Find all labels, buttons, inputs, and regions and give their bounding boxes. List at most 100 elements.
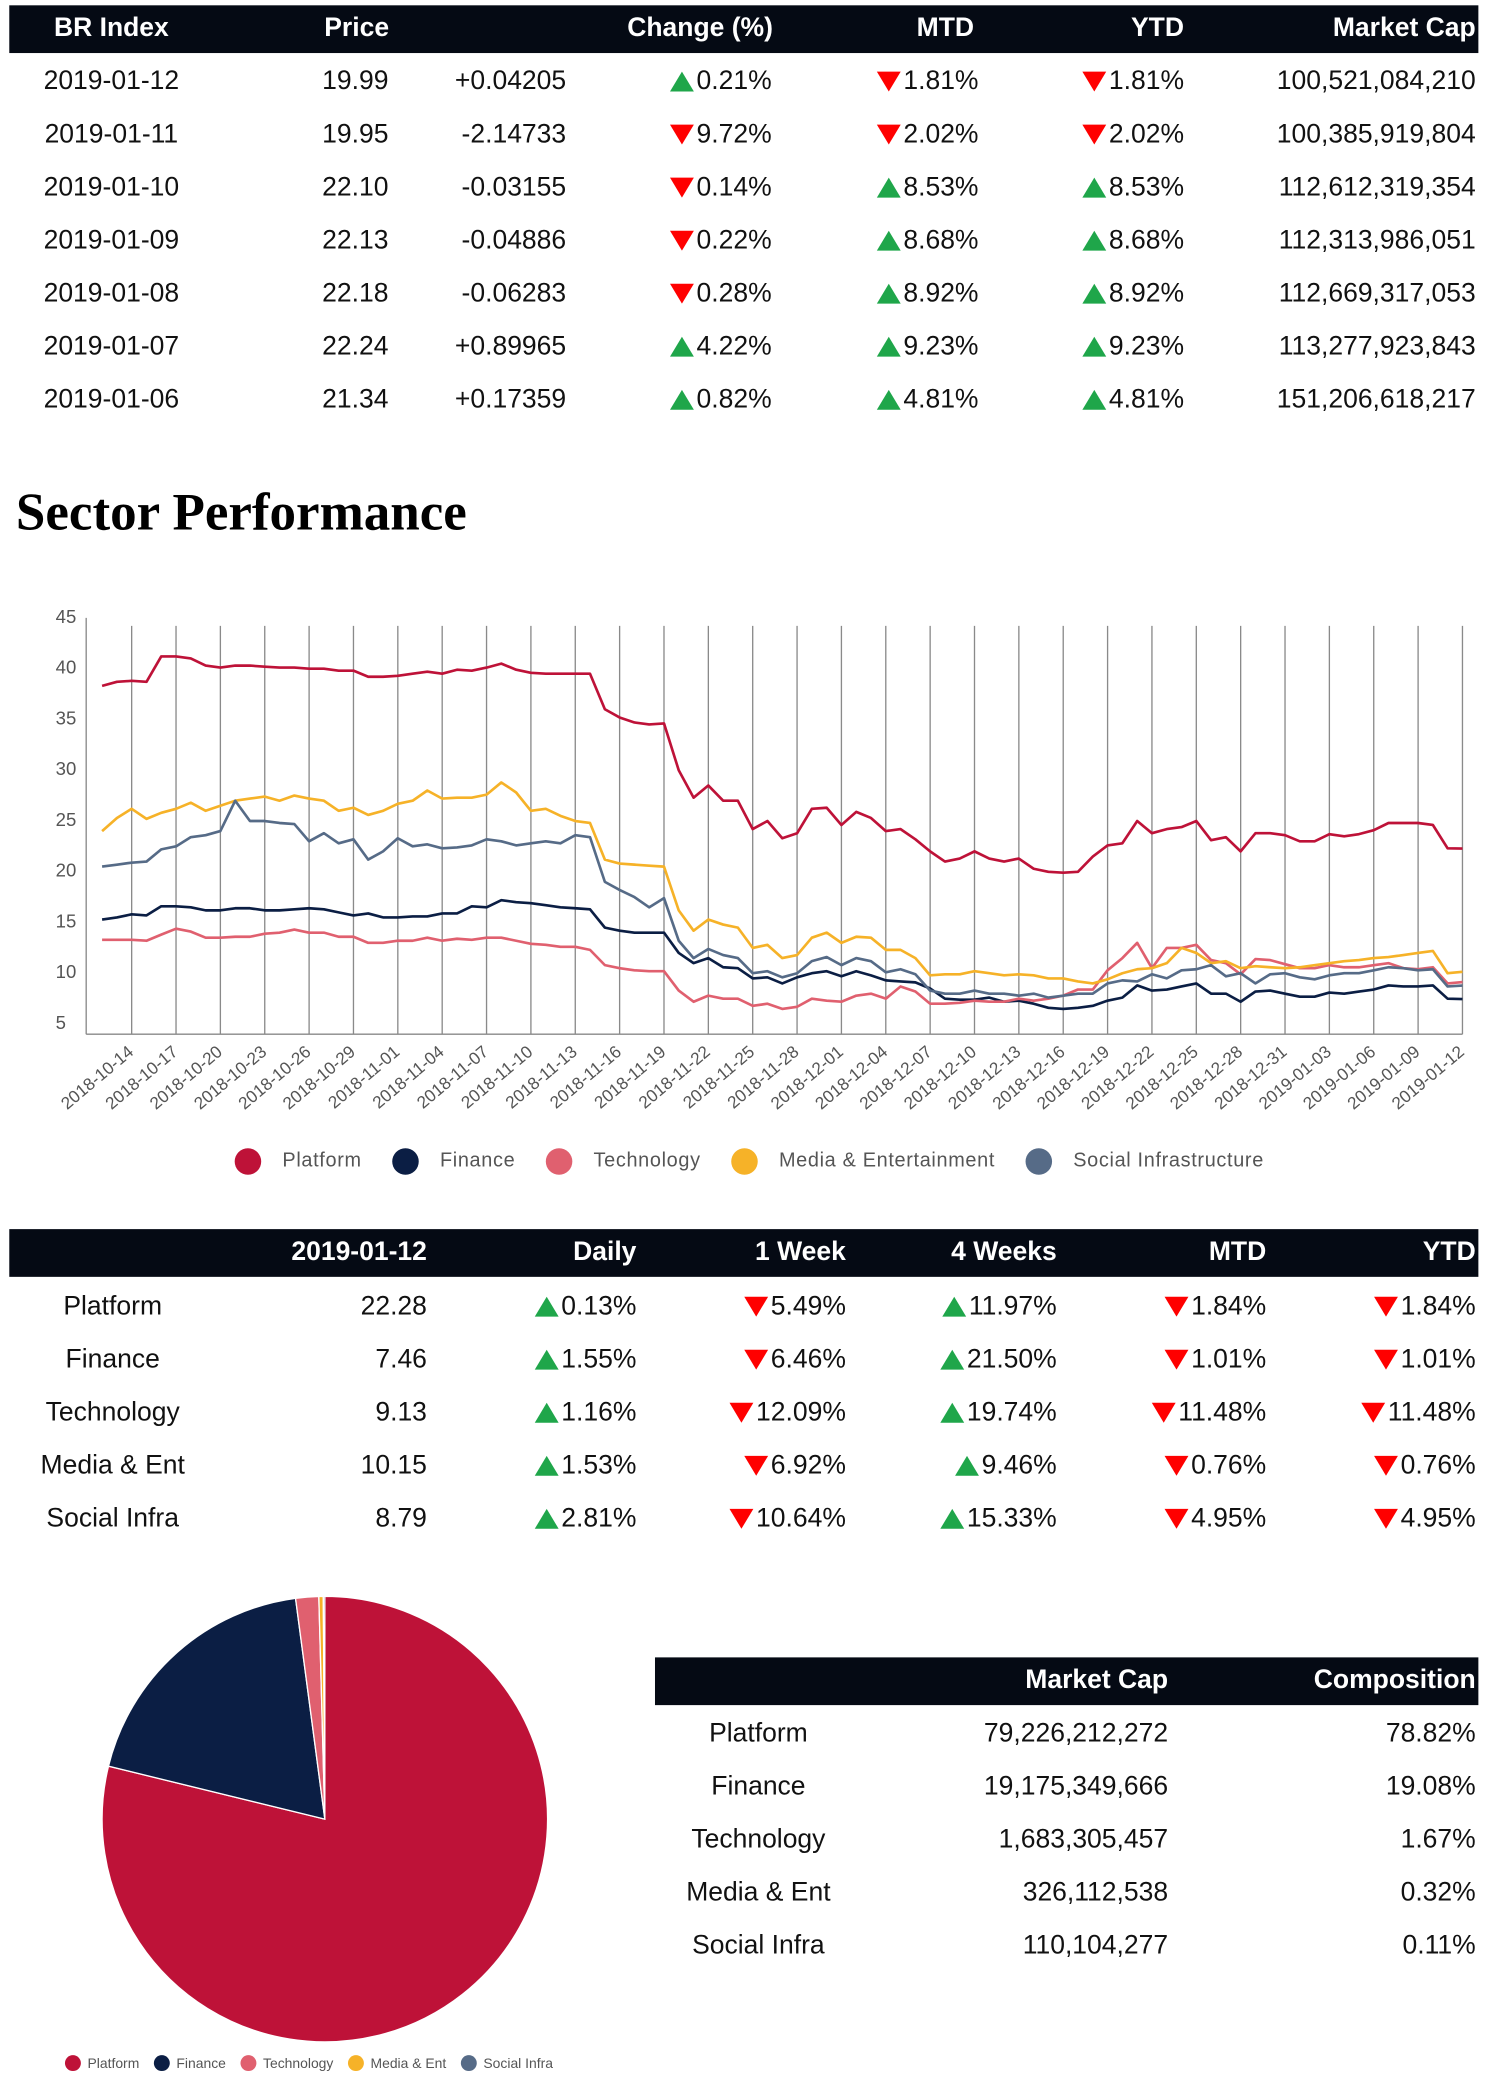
table-cell: 2019-01-11	[45, 118, 179, 148]
table-cell: Social Infra	[692, 1929, 825, 1959]
trend-cell: 4.95%	[1191, 1502, 1266, 1532]
trend-cell: 19.74%	[967, 1396, 1057, 1426]
trend-cell: 5.49%	[771, 1290, 846, 1320]
trend-cell: 8.53%	[903, 171, 978, 201]
legend-marker	[545, 1148, 573, 1175]
series-line	[102, 927, 1463, 1011]
trend-down-icon	[1151, 1402, 1176, 1423]
trend-cell: 1.81%	[1109, 65, 1184, 95]
trend-down-icon	[744, 1296, 769, 1317]
trend-down-icon	[729, 1508, 754, 1529]
trend-down-icon	[744, 1349, 769, 1370]
trend-down-icon	[1164, 1296, 1189, 1317]
trend-down-icon	[1374, 1455, 1398, 1476]
table-cell: 7.46	[375, 1343, 427, 1373]
trend-cell: 2.02%	[903, 118, 978, 148]
table-cell: Platform	[709, 1717, 808, 1747]
table-cell: Platform	[63, 1290, 162, 1320]
table-cell: 8.79	[375, 1502, 427, 1532]
trend-cell: 0.13%	[561, 1290, 636, 1320]
trend-cell: 4.95%	[1401, 1502, 1476, 1532]
table-cell: 112,313,986,051	[1279, 224, 1476, 254]
table-cell: Finance	[711, 1770, 805, 1800]
trend-cell: 9.46%	[982, 1449, 1057, 1479]
table-cell: 1.67%	[1401, 1823, 1476, 1853]
column-header: Daily	[573, 1236, 637, 1266]
table-cell: 19.95	[322, 118, 388, 148]
legend-label: Technology	[594, 1150, 701, 1172]
column-header: 2019-01-12	[291, 1236, 427, 1266]
trend-up-icon	[1082, 283, 1107, 304]
legend-label: Social Infra	[483, 2055, 553, 2071]
trend-up-icon	[670, 336, 694, 357]
trend-down-icon	[670, 177, 694, 198]
trend-cell: 0.22%	[697, 224, 772, 254]
table-cell: 9.13	[375, 1396, 427, 1426]
table-cell: 2019-01-07	[44, 330, 180, 360]
trend-down-icon	[1361, 1402, 1386, 1423]
y-tick-label: 15	[56, 910, 77, 931]
legend-label: Media & Ent	[371, 2055, 447, 2071]
trend-cell: 8.68%	[1109, 224, 1184, 254]
legend-marker	[392, 1148, 419, 1175]
legend-label: Finance	[440, 1150, 515, 1172]
series-line	[101, 781, 1463, 985]
table-cell: -2.14733	[462, 118, 567, 148]
table-cell: +0.17359	[455, 383, 566, 413]
trend-cell: 11.48%	[1388, 1396, 1476, 1426]
trend-cell: 9.23%	[903, 330, 978, 360]
trend-cell: 1.16%	[561, 1396, 636, 1426]
table-cell: 10.15	[361, 1449, 427, 1479]
table-cell: 2019-01-10	[44, 171, 180, 201]
trend-up-icon	[940, 1402, 965, 1423]
column-header: Composition	[1314, 1664, 1476, 1694]
trend-up-icon	[876, 389, 901, 410]
trend-down-icon	[1164, 1455, 1189, 1476]
table-cell: 100,385,919,804	[1277, 118, 1476, 148]
table-cell: 2019-01-12	[44, 65, 180, 95]
column-header: YTD	[1131, 12, 1184, 42]
trend-down-icon	[670, 230, 694, 251]
table-cell: 2019-01-08	[44, 277, 180, 307]
trend-up-icon	[876, 283, 901, 304]
trend-up-icon	[534, 1508, 559, 1529]
trend-cell: 4.81%	[903, 383, 978, 413]
legend-marker	[153, 2055, 170, 2072]
table-cell: 78.82%	[1386, 1717, 1476, 1747]
trend-cell: 6.46%	[771, 1343, 846, 1373]
table-cell: 112,612,319,354	[1279, 171, 1476, 201]
column-header: 4 Weeks	[951, 1236, 1057, 1266]
column-header: MTD	[1209, 1236, 1266, 1266]
table-cell: 112,669,317,053	[1279, 277, 1476, 307]
trend-down-icon	[729, 1402, 754, 1423]
table-cell: 22.18	[322, 277, 388, 307]
trend-down-icon	[876, 124, 901, 145]
table-header-bar	[9, 1229, 1479, 1277]
table-cell: +0.04205	[455, 65, 566, 95]
legend-marker	[234, 1148, 262, 1175]
table-cell: 2019-01-06	[44, 383, 180, 413]
y-tick-label: 5	[56, 1012, 66, 1033]
trend-up-icon	[955, 1455, 979, 1476]
table-header-bar	[9, 5, 1479, 54]
y-tick-label: 20	[56, 860, 77, 881]
series-line	[101, 898, 1463, 1011]
y-tick-label: 40	[56, 657, 77, 678]
y-tick-label: 45	[56, 606, 77, 627]
table-cell: +0.89965	[455, 330, 566, 360]
table-cell: 100,521,084,210	[1277, 65, 1476, 95]
trend-cell: 12.09%	[756, 1396, 846, 1426]
y-tick-label: 30	[56, 758, 77, 779]
trend-cell: 1.01%	[1191, 1343, 1266, 1373]
table-cell: 326,112,538	[1023, 1876, 1168, 1906]
y-tick-label: 10	[56, 961, 77, 982]
trend-down-icon	[744, 1455, 769, 1476]
table-cell: Media & Ent	[41, 1449, 186, 1479]
table-cell: 22.13	[322, 224, 388, 254]
legend-label: Technology	[263, 2055, 333, 2071]
table-cell: -0.04886	[462, 224, 567, 254]
table-cell: 0.11%	[1403, 1929, 1476, 1959]
trend-down-icon	[670, 124, 694, 145]
legend-marker	[240, 2055, 257, 2072]
